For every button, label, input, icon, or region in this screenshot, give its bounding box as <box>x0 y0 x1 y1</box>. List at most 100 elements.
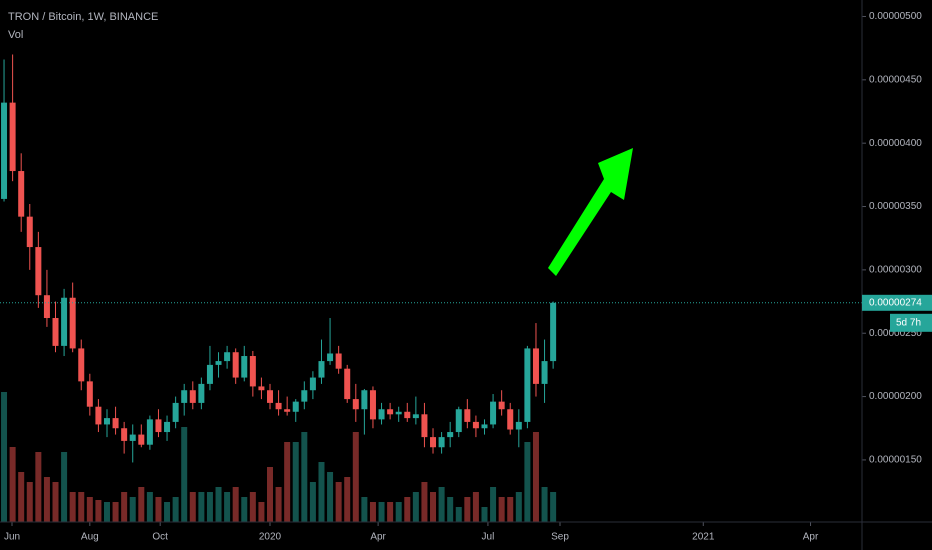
candle-body <box>335 353 342 369</box>
volume-bar <box>412 492 419 522</box>
volume-bar <box>327 472 334 522</box>
volume-bar <box>258 502 265 522</box>
candle-body <box>301 390 308 402</box>
volume-bar <box>361 497 368 522</box>
candle-body <box>129 434 136 441</box>
candle-body <box>138 434 145 445</box>
volume-bar <box>198 492 205 522</box>
candle-body <box>524 348 531 422</box>
candle-body <box>241 356 248 378</box>
volume-bar <box>172 497 179 522</box>
x-tick-label: Oct <box>152 532 168 543</box>
volume-bar <box>524 442 531 522</box>
volume-bar <box>292 442 299 522</box>
candle-body <box>550 302 557 362</box>
x-tick-label: Apr <box>803 532 819 543</box>
volume-bar <box>301 432 308 522</box>
volume-bar <box>550 492 557 522</box>
candle-body <box>103 418 110 425</box>
volume-bar <box>249 492 256 522</box>
volume-bar <box>421 482 428 522</box>
candle-body <box>378 409 385 420</box>
volume-bar <box>284 442 291 522</box>
volume-bar <box>1 392 8 522</box>
candle-body <box>447 432 454 438</box>
candle-body <box>9 102 16 172</box>
candle-body <box>490 401 497 425</box>
volume-bar <box>335 482 342 522</box>
candle-body <box>172 402 179 422</box>
volume-bar <box>387 502 394 522</box>
x-tick-label: Sep <box>551 532 569 543</box>
volume-bar <box>490 487 497 522</box>
volume-layer <box>1 392 557 522</box>
arrow-annotation <box>548 148 633 276</box>
candle-body <box>275 402 282 410</box>
candle-body <box>309 377 316 391</box>
candle-body <box>35 247 42 296</box>
candle-body <box>455 409 462 433</box>
candle-body <box>232 352 239 378</box>
candle-body <box>249 356 256 387</box>
candle-body <box>155 419 162 433</box>
volume-bar <box>61 452 68 522</box>
volume-bar <box>455 507 462 522</box>
volume-bar <box>138 487 145 522</box>
candle-body <box>181 390 188 403</box>
volume-bar <box>69 492 76 522</box>
candle-body <box>121 428 128 441</box>
candle-body <box>344 368 351 400</box>
volume-bar <box>189 492 196 522</box>
volume-bar <box>181 427 188 522</box>
volume-bar <box>481 507 488 522</box>
last-price-label: 0.00000274 <box>869 297 922 308</box>
x-tick-label: Jun <box>4 532 20 543</box>
volume-bar <box>309 482 316 522</box>
y-tick-label: 0.00000450 <box>869 74 922 85</box>
volume-bar <box>369 502 376 522</box>
volume-bar <box>267 467 274 522</box>
candle-body <box>1 102 8 199</box>
volume-bar <box>35 452 42 522</box>
candle-body <box>352 399 359 410</box>
volume-bar <box>498 497 505 522</box>
candle-body <box>18 171 25 217</box>
candle-body <box>541 361 548 384</box>
volume-bar <box>447 497 454 522</box>
candle-body <box>52 318 59 346</box>
candle-body <box>258 386 265 391</box>
candle-body <box>532 348 539 384</box>
candle-body <box>515 421 522 430</box>
candle-body <box>69 297 76 349</box>
candle-body <box>198 383 205 403</box>
volume-bar <box>103 502 110 522</box>
candle-body <box>481 424 488 429</box>
volume-bar <box>352 432 359 522</box>
candle-body <box>112 418 119 429</box>
candle-body <box>404 411 411 419</box>
volume-bar <box>430 492 437 522</box>
volume-bar <box>232 487 239 522</box>
x-tick-label: Jul <box>482 532 495 543</box>
candle-body <box>318 361 325 378</box>
volume-bar <box>464 497 471 522</box>
volume-bar <box>78 492 85 522</box>
volume-bar <box>9 447 16 522</box>
volume-bar <box>129 497 136 522</box>
candle-body <box>361 390 368 410</box>
volume-bar <box>378 502 385 522</box>
volume-bar <box>164 502 171 522</box>
y-tick-label: 0.00000400 <box>869 138 922 149</box>
volume-bar <box>438 487 445 522</box>
volume-bar <box>18 472 25 522</box>
candle-body <box>215 361 222 365</box>
chart-title: TRON / Bitcoin, 1W, BINANCE <box>8 11 158 23</box>
candle-body <box>78 348 85 382</box>
x-tick-label: 2021 <box>692 532 715 543</box>
axes-layer: 0.00000500 0.00000450 0.00000400 0.00000350… <box>0 11 922 543</box>
candle-body <box>292 401 299 412</box>
candle-body <box>507 409 514 430</box>
candle-body <box>464 409 471 422</box>
candle-body <box>498 401 505 410</box>
